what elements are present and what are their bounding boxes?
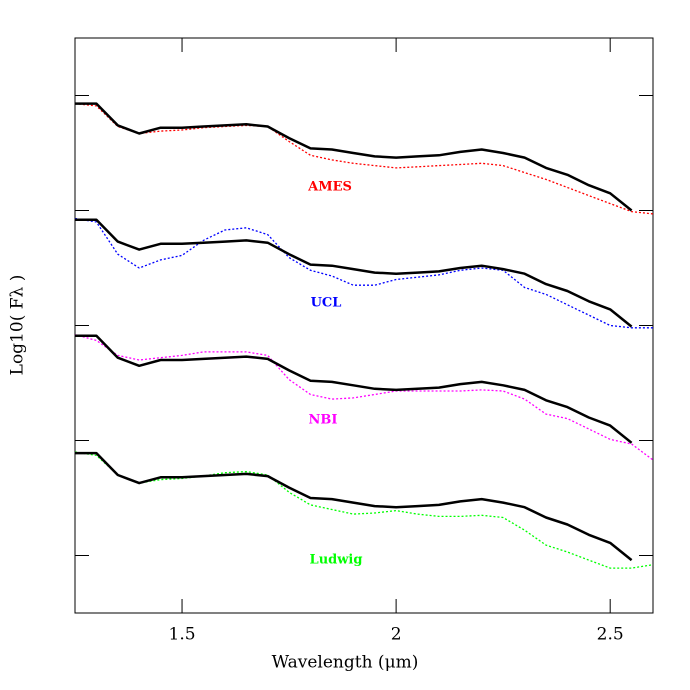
observed-line [75, 102, 633, 212]
model-line [74, 334, 654, 461]
x-tick-label: 2.5 [597, 625, 624, 645]
observed-line [75, 451, 633, 562]
model-label: UCL [311, 296, 342, 311]
model-label: NBI [309, 413, 338, 428]
model-label: AMES [307, 180, 352, 195]
x-tick-label: 1.5 [169, 625, 196, 645]
observed-line [75, 218, 633, 328]
y-axis-label: Log10( Fλ ) [8, 275, 28, 376]
observed-line [75, 334, 633, 444]
model-line [74, 102, 654, 215]
model-line [74, 217, 653, 329]
model-label: Ludwig [310, 553, 363, 568]
x-tick-label: 2 [391, 625, 402, 645]
x-axis-label: Wavelength (μm) [272, 653, 419, 673]
plot-frame [74, 37, 654, 614]
model-line [74, 451, 654, 569]
